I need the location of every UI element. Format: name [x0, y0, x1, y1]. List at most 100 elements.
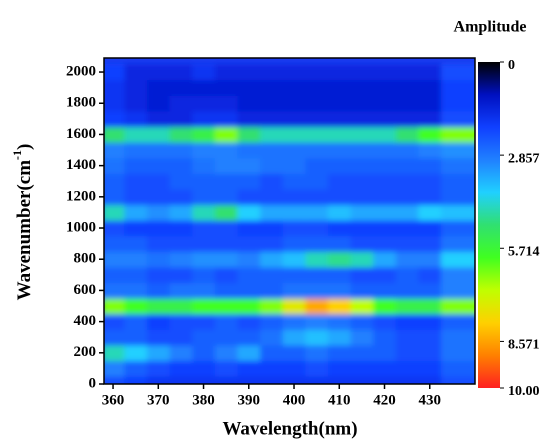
- heatmap-cell: [418, 360, 442, 377]
- heatmap-cell: [169, 267, 193, 284]
- heatmap-cell: [124, 345, 148, 362]
- heatmap-cell: [418, 142, 442, 159]
- heatmap-cell: [305, 79, 329, 96]
- heatmap-cell: [124, 313, 148, 330]
- heatmap-cell: [327, 173, 352, 190]
- heatmap-cell: [327, 79, 352, 96]
- heatmap-cell: [305, 267, 329, 284]
- heatmap-cell: [146, 157, 171, 174]
- heatmap-cell: [305, 189, 329, 206]
- heatmap-cell: [124, 111, 148, 128]
- heatmap-cell: [282, 95, 306, 112]
- y-label-superscript: -1: [10, 150, 24, 160]
- heatmap-cell: [146, 282, 171, 299]
- heatmap-cell: [327, 329, 352, 346]
- x-tick-label: 390: [238, 392, 261, 408]
- heatmap-cell: [441, 376, 465, 384]
- heatmap-cell: [463, 329, 475, 346]
- heatmap-cell: [237, 376, 261, 384]
- heatmap-cell: [418, 64, 442, 81]
- heatmap-cell: [282, 313, 306, 330]
- heatmap-cell: [463, 79, 475, 96]
- heatmap-cell: [418, 329, 442, 346]
- heatmap-cell: [169, 329, 193, 346]
- heatmap-cell: [305, 64, 329, 81]
- heatmap-cell: [124, 95, 148, 112]
- heatmap-cell: [282, 360, 306, 377]
- heatmap-cell: [441, 251, 465, 268]
- heatmap-cell: [124, 360, 148, 377]
- heatmap-cell: [169, 235, 193, 252]
- heatmap-cell: [237, 220, 261, 237]
- heatmap-cell: [327, 267, 352, 284]
- heatmap-cell: [237, 204, 261, 221]
- heatmap-cell: [350, 345, 374, 362]
- heatmap-cell: [146, 329, 171, 346]
- y-tick-label: 200: [74, 344, 97, 360]
- heatmap-cell: [169, 95, 193, 112]
- heatmap-cell: [192, 298, 216, 315]
- heatmap-cell: [214, 345, 238, 362]
- heatmap-cell: [305, 95, 329, 112]
- heatmap-cell: [192, 360, 216, 377]
- heatmap-cell: [282, 126, 306, 143]
- heatmap-cell: [350, 189, 374, 206]
- heatmap-cell: [192, 329, 216, 346]
- heatmap-cell: [192, 220, 216, 237]
- heatmap-cell: [373, 220, 397, 237]
- heatmap-cell: [104, 204, 125, 221]
- heatmap-cell: [237, 235, 261, 252]
- heatmap-cell: [237, 345, 261, 362]
- heatmap-cell: [192, 235, 216, 252]
- heatmap-cell: [282, 376, 306, 384]
- heatmap-cell: [350, 126, 374, 143]
- heatmap-cell: [395, 313, 419, 330]
- heatmap-cell: [282, 329, 306, 346]
- heatmap-cell: [395, 360, 419, 377]
- heatmap-cell: [169, 298, 193, 315]
- heatmap-cell: [441, 345, 465, 362]
- heatmap-cell: [237, 298, 261, 315]
- heatmap-cell: [237, 79, 261, 96]
- y-label-text: Wavenumber(cm: [14, 160, 35, 301]
- heatmap-cell: [169, 111, 193, 128]
- heatmap-cell: [350, 313, 374, 330]
- y-tick-label: 1200: [66, 188, 96, 204]
- heatmap-cell: [441, 204, 465, 221]
- heatmap-cell: [395, 189, 419, 206]
- heatmap-cell: [169, 220, 193, 237]
- heatmap-cell: [441, 79, 465, 96]
- heatmap-cell: [395, 126, 419, 143]
- heatmap-cell: [237, 173, 261, 190]
- heatmap-cell: [192, 376, 216, 384]
- heatmap-cell: [192, 111, 216, 128]
- heatmap-cell: [214, 204, 238, 221]
- colorbar-tick-label: 10.00: [508, 384, 540, 399]
- y-tick-label: 400: [74, 313, 97, 329]
- heatmap-cell: [350, 220, 374, 237]
- y-axis-label: Wavenumber(cm-1): [10, 144, 36, 301]
- heatmap-cell: [463, 95, 475, 112]
- heatmap-cell: [418, 173, 442, 190]
- heatmap-cell: [192, 157, 216, 174]
- heatmap-cell: [214, 313, 238, 330]
- heatmap-cell: [282, 79, 306, 96]
- y-tick-label: 600: [74, 282, 97, 298]
- heatmap-cell: [373, 189, 397, 206]
- heatmap-cell: [463, 204, 475, 221]
- heatmap-cell: [441, 282, 465, 299]
- heatmap-cell: [395, 173, 419, 190]
- heatmap-cell: [327, 157, 352, 174]
- heatmap-cell: [124, 126, 148, 143]
- heatmap-cell: [214, 142, 238, 159]
- heatmap-cell: [395, 95, 419, 112]
- heatmap-cell: [169, 157, 193, 174]
- heatmap-cell: [282, 204, 306, 221]
- heatmap-cell: [214, 64, 238, 81]
- heatmap-cell: [124, 298, 148, 315]
- heatmap-cell: [463, 64, 475, 81]
- heatmap-cell: [260, 189, 284, 206]
- heatmap-cell: [463, 173, 475, 190]
- heatmap-cell: [373, 157, 397, 174]
- heatmap-cell: [373, 173, 397, 190]
